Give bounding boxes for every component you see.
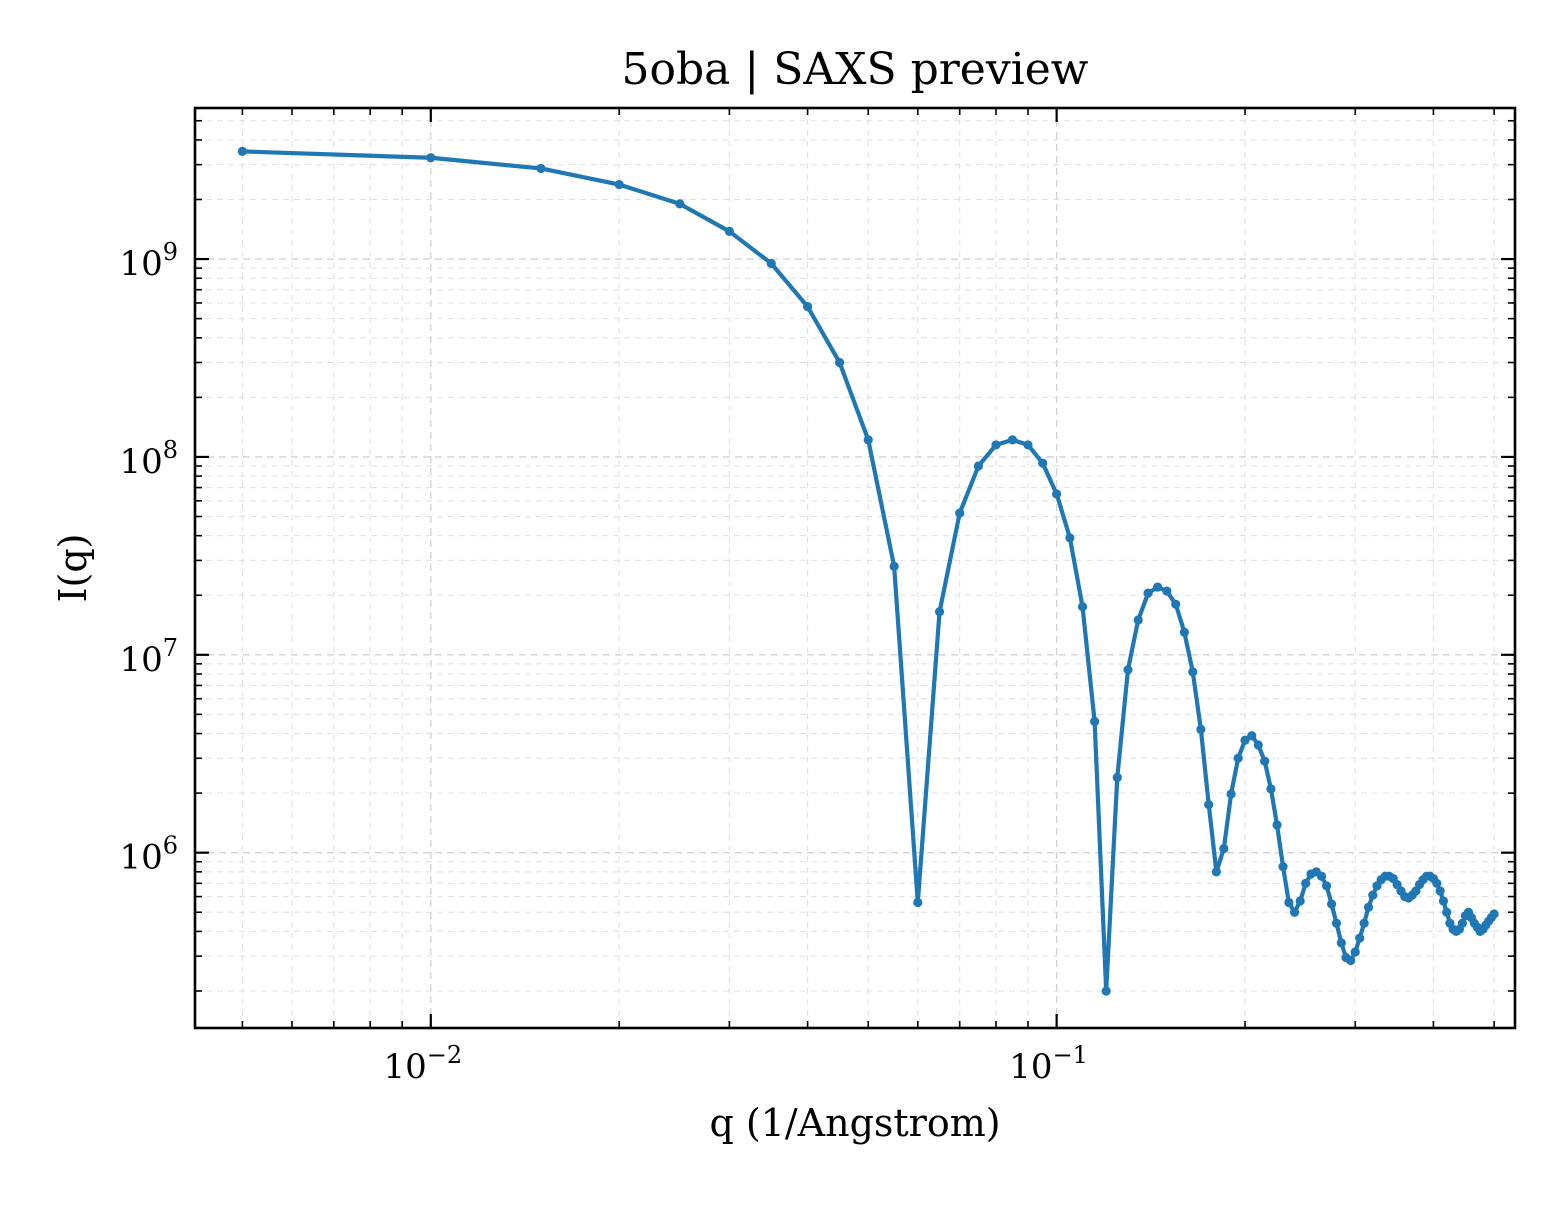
data-point — [863, 435, 873, 445]
grid — [195, 108, 1515, 1028]
data-point — [973, 461, 984, 471]
data-point — [913, 897, 923, 908]
data-point — [1101, 986, 1111, 996]
data-point — [1233, 753, 1243, 763]
data-point — [1284, 897, 1294, 908]
data-point — [802, 302, 813, 312]
data-point — [1090, 716, 1100, 727]
data-point — [1363, 902, 1374, 912]
y-tick-label: 109 — [119, 238, 178, 284]
x-axis-label: q (1/Angstrom) — [709, 1101, 1000, 1145]
data-point — [724, 226, 734, 236]
data-point — [1162, 586, 1172, 596]
data-point — [536, 163, 546, 174]
data-point — [1489, 909, 1499, 919]
data-point — [1247, 731, 1257, 741]
data-point — [1123, 665, 1133, 675]
data-point — [1211, 867, 1221, 877]
data-point — [1457, 918, 1468, 928]
data-point — [1289, 907, 1300, 917]
data-point — [1359, 918, 1369, 928]
data-point — [835, 357, 845, 368]
data-point — [1240, 735, 1250, 745]
data-point — [1007, 435, 1018, 445]
data-point — [934, 607, 945, 617]
data-point — [1266, 784, 1276, 794]
data-point — [1442, 907, 1452, 917]
data-point — [426, 153, 436, 163]
data-point — [237, 146, 247, 157]
data-point — [1316, 871, 1327, 881]
data-point — [1188, 667, 1198, 677]
data-point — [955, 508, 965, 518]
data-point — [1023, 440, 1033, 450]
data-point — [1065, 533, 1075, 543]
data-point — [1112, 772, 1122, 783]
data-point — [614, 179, 624, 190]
data-point — [1295, 896, 1305, 906]
data-point — [1143, 588, 1153, 598]
chart-title: 5oba | SAXS preview — [622, 44, 1089, 95]
plot-frame — [193, 106, 1517, 1030]
data-point — [1326, 899, 1337, 909]
data-point — [991, 440, 1001, 450]
x-tick-label: 10−1 — [1009, 1041, 1088, 1087]
y-axis-label: I(q) — [51, 534, 95, 603]
data-point — [1253, 740, 1263, 750]
data-point — [1171, 599, 1181, 609]
x-tick-label: 10−2 — [383, 1041, 462, 1087]
y-tick-label: 106 — [119, 832, 178, 878]
data-point — [1346, 955, 1356, 966]
data-point — [1196, 724, 1206, 734]
data-point — [1204, 799, 1214, 810]
data-point — [1435, 886, 1445, 896]
data-point — [1336, 938, 1346, 948]
data-point — [1272, 820, 1282, 830]
data-point — [1038, 458, 1048, 468]
data-point — [1331, 918, 1342, 928]
data-point — [1350, 947, 1360, 957]
data-point — [1260, 756, 1270, 766]
data-point — [1226, 789, 1236, 799]
data-point — [889, 561, 899, 571]
data-point — [1077, 602, 1088, 612]
y-tick-label: 108 — [119, 436, 178, 482]
series-layer — [237, 146, 1499, 996]
data-point — [1278, 862, 1288, 872]
data-point — [1368, 890, 1378, 900]
data-point — [766, 258, 776, 269]
data-point — [1133, 615, 1143, 625]
data-point — [1432, 878, 1442, 888]
data-point — [1438, 896, 1449, 906]
data-point — [1301, 878, 1311, 888]
data-point — [1179, 627, 1189, 637]
data-point — [1219, 843, 1229, 854]
data-point — [1052, 489, 1062, 499]
axis-ticks: 10−2 10−1 106 107 108 109 — [119, 108, 1515, 1087]
data-point — [675, 199, 685, 209]
data-point — [1355, 933, 1365, 943]
data-point — [1322, 881, 1332, 891]
series-line — [242, 149, 1496, 994]
data-point — [1153, 582, 1163, 592]
y-tick-label: 107 — [119, 634, 178, 680]
